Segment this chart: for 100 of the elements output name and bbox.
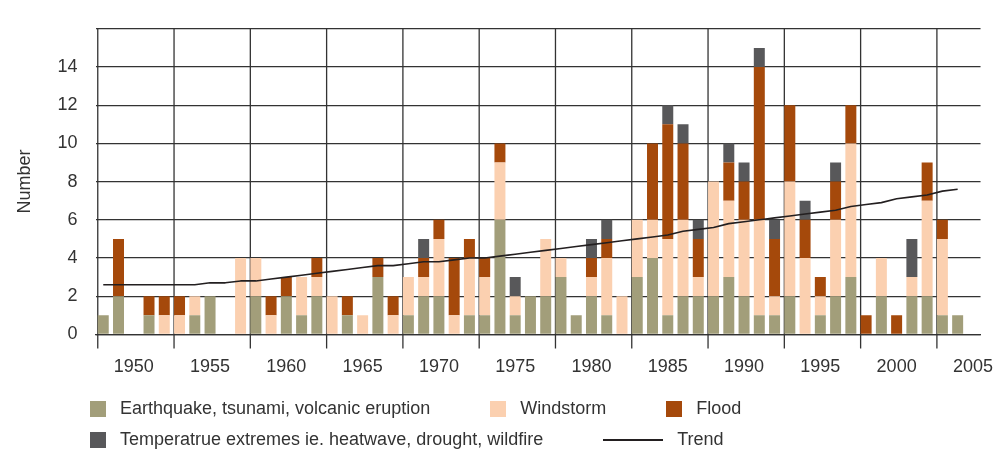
bar bbox=[235, 258, 247, 334]
bar bbox=[113, 238, 124, 297]
bar bbox=[662, 124, 674, 239]
bar bbox=[158, 296, 170, 316]
bar bbox=[677, 296, 689, 334]
bar bbox=[311, 296, 323, 334]
bar bbox=[585, 277, 597, 297]
y-tick-label: 0 bbox=[67, 323, 78, 344]
bar bbox=[708, 181, 720, 297]
y-tick-label: 8 bbox=[67, 170, 78, 191]
bar bbox=[585, 238, 597, 258]
bar bbox=[936, 219, 948, 239]
y-tick-label: 6 bbox=[67, 208, 78, 229]
bar bbox=[540, 238, 552, 297]
bar bbox=[830, 162, 842, 182]
bar bbox=[97, 315, 109, 334]
bar bbox=[311, 258, 323, 278]
bar bbox=[448, 315, 460, 334]
bar bbox=[387, 296, 399, 316]
bar bbox=[891, 315, 903, 334]
bar bbox=[692, 277, 704, 297]
x-tick-label: 1970 bbox=[418, 356, 459, 377]
bar bbox=[418, 277, 430, 297]
bar bbox=[753, 219, 765, 316]
bar bbox=[723, 277, 735, 334]
bar bbox=[830, 181, 842, 220]
bar bbox=[647, 143, 658, 220]
bar bbox=[280, 277, 292, 297]
bar bbox=[677, 143, 689, 220]
x-tick-label: 2000 bbox=[876, 356, 917, 377]
bar bbox=[662, 238, 674, 316]
bar bbox=[784, 296, 796, 334]
legend-label: Temperatrue extremes ie. heatwave, drought, wildfire bbox=[120, 429, 544, 450]
bar bbox=[113, 296, 124, 334]
bar bbox=[830, 219, 842, 297]
bar bbox=[433, 219, 445, 239]
x-tick-label: 1965 bbox=[342, 356, 383, 377]
bar bbox=[738, 181, 750, 220]
bar bbox=[372, 258, 384, 278]
bar bbox=[845, 143, 857, 278]
bar bbox=[784, 105, 796, 182]
bar bbox=[509, 277, 521, 297]
bar bbox=[662, 315, 674, 334]
bar bbox=[921, 296, 933, 334]
bar bbox=[143, 315, 155, 334]
bar bbox=[540, 296, 552, 334]
bar bbox=[738, 296, 750, 334]
bar bbox=[875, 296, 887, 334]
x-tick-label: 1990 bbox=[724, 356, 765, 377]
bar bbox=[341, 296, 353, 316]
bar bbox=[326, 296, 338, 334]
bar bbox=[402, 277, 414, 316]
bar bbox=[906, 296, 918, 334]
bar bbox=[769, 238, 781, 297]
x-tick-label: 1960 bbox=[266, 356, 307, 377]
bar bbox=[814, 277, 826, 297]
bar bbox=[616, 296, 628, 334]
bar bbox=[692, 238, 704, 278]
bar bbox=[509, 296, 521, 316]
bar bbox=[418, 296, 430, 334]
y-tick-label: 10 bbox=[57, 132, 78, 153]
bar bbox=[723, 200, 735, 278]
legend-label: Windstorm bbox=[520, 398, 607, 419]
bar bbox=[463, 258, 475, 316]
bar bbox=[692, 296, 704, 334]
x-tick-label: 1995 bbox=[800, 356, 841, 377]
bar bbox=[494, 219, 506, 334]
bar bbox=[494, 162, 506, 220]
bar bbox=[814, 296, 826, 316]
bar bbox=[265, 315, 277, 334]
bar bbox=[799, 258, 811, 334]
bar bbox=[585, 296, 597, 334]
bar bbox=[738, 219, 750, 297]
bar bbox=[418, 238, 430, 258]
bar bbox=[799, 219, 811, 258]
bar bbox=[921, 200, 933, 297]
x-tick-label: 1950 bbox=[113, 356, 154, 377]
bar bbox=[769, 296, 781, 316]
bar bbox=[372, 277, 384, 334]
bar bbox=[738, 162, 750, 182]
bar bbox=[662, 105, 674, 125]
y-tick-label: 12 bbox=[57, 94, 78, 115]
bar bbox=[692, 219, 704, 239]
legend-label: Trend bbox=[677, 429, 724, 450]
bar bbox=[479, 315, 491, 334]
x-tick-label: 1955 bbox=[190, 356, 231, 377]
bar bbox=[784, 181, 796, 297]
bar bbox=[433, 296, 445, 334]
bar bbox=[753, 47, 765, 67]
bar bbox=[753, 315, 765, 334]
bar bbox=[402, 315, 414, 334]
bar bbox=[311, 277, 323, 297]
bar bbox=[479, 258, 491, 278]
bar bbox=[830, 296, 842, 334]
bar bbox=[906, 277, 918, 297]
bar bbox=[265, 296, 277, 316]
bar bbox=[647, 258, 658, 334]
bar bbox=[280, 296, 292, 334]
bar bbox=[601, 315, 613, 334]
bar bbox=[845, 105, 857, 144]
